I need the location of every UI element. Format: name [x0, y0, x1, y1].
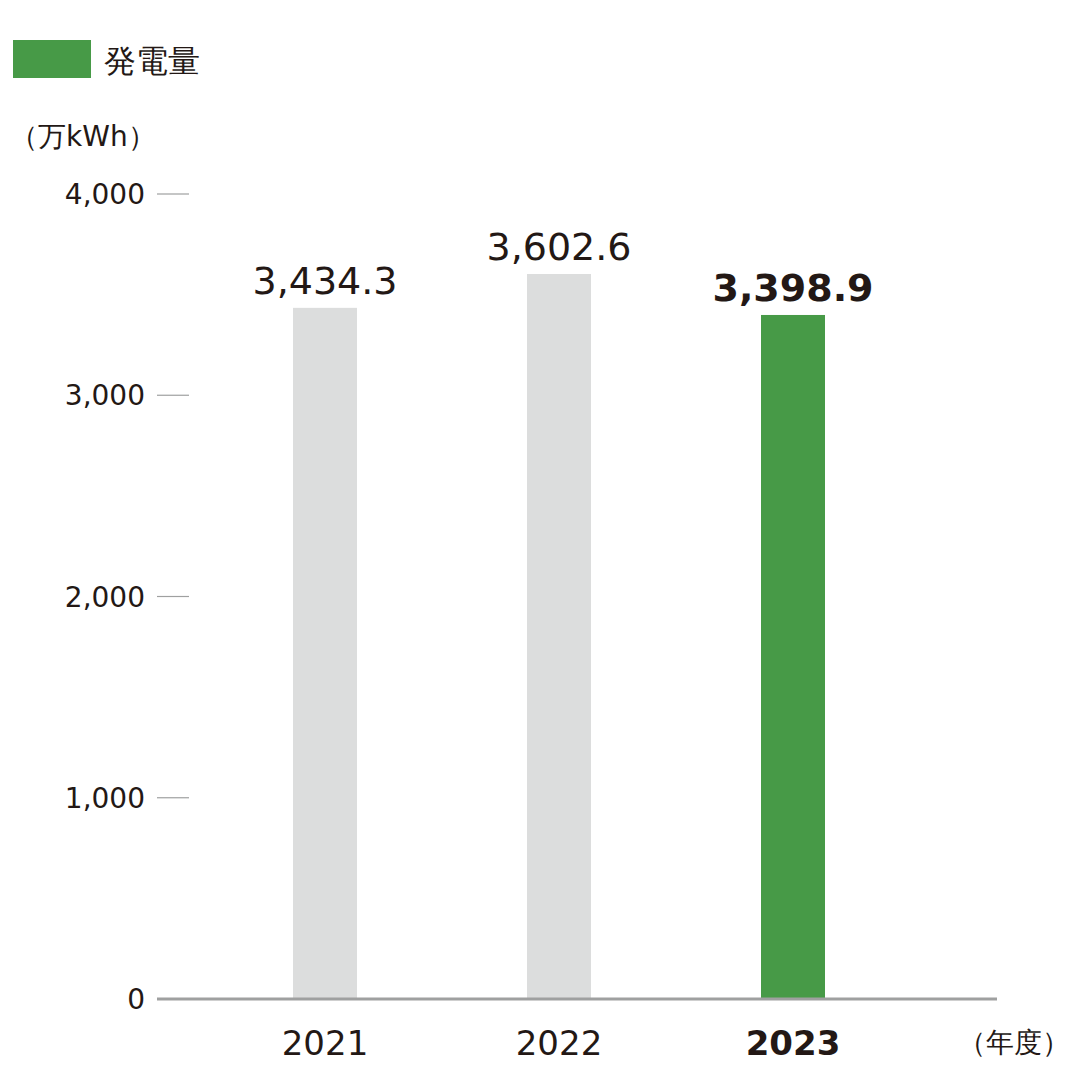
x-axis — [157, 998, 997, 1001]
legend-label: 発電量 — [104, 42, 200, 80]
data-label: 3,398.9 — [712, 266, 873, 310]
y-axis-label: （万kWh） — [10, 120, 156, 153]
y-tick — [157, 596, 189, 597]
x-tick-label: 2023 — [746, 1023, 841, 1063]
data-label: 3,434.3 — [252, 259, 397, 303]
y-tick-label: 3,000 — [65, 379, 145, 412]
y-tick-label: 2,000 — [65, 581, 145, 614]
y-tick — [157, 193, 189, 194]
y-tick — [157, 797, 189, 798]
y-tick-label: 0 — [127, 983, 145, 1016]
x-tick-label: 2021 — [282, 1023, 369, 1063]
data-label: 3,602.6 — [486, 225, 631, 269]
y-tick — [157, 395, 189, 396]
bar — [761, 315, 825, 999]
legend-swatch — [13, 40, 91, 78]
chart: 発電量 （万kWh） 0 1,000 2,000 3,000 4,000 3,434.3 202… — [0, 0, 1080, 1085]
bars — [293, 274, 825, 999]
y-tick-label: 4,000 — [65, 178, 145, 211]
x-axis-label: （年度） — [958, 1026, 1070, 1059]
bar — [293, 308, 357, 999]
x-tick-label: 2022 — [516, 1023, 603, 1063]
bar — [527, 274, 591, 999]
y-tick-label: 1,000 — [65, 782, 145, 815]
